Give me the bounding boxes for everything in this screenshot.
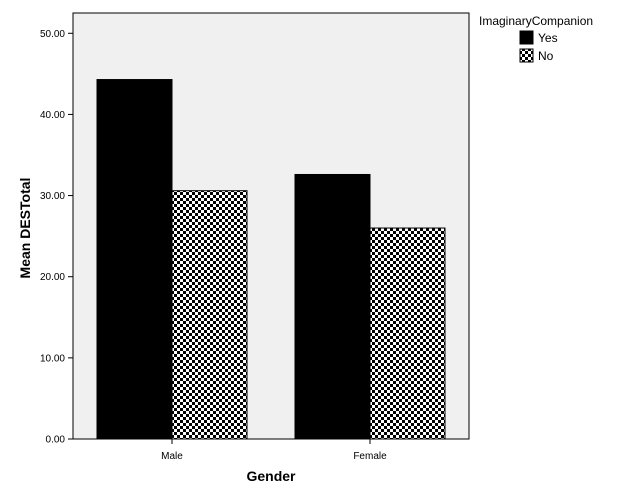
legend-swatch-no <box>519 48 534 63</box>
x-tick-label: Female <box>353 451 387 462</box>
x-axis-title: Gender <box>246 468 296 484</box>
y-tick-label: 40.00 <box>40 110 65 121</box>
bar-male-no <box>171 190 248 440</box>
x-tick-label: Male <box>161 451 183 462</box>
y-tick-label: 20.00 <box>40 272 65 283</box>
bar-female-yes <box>294 173 371 440</box>
bar-male-yes <box>96 79 173 440</box>
y-tick-label: 30.00 <box>40 191 65 202</box>
y-tick-label: 10.00 <box>40 353 65 364</box>
legend-label-yes: Yes <box>538 31 558 45</box>
legend: ImaginaryCompanion Yes No <box>479 14 593 63</box>
y-axis-title: Mean DESTotal <box>17 178 33 279</box>
y-tick-label: 0.00 <box>46 435 66 446</box>
legend-title: ImaginaryCompanion <box>479 14 593 28</box>
legend-label-no: No <box>538 49 554 63</box>
bar-female-no <box>369 227 446 440</box>
y-tick-label: 50.00 <box>40 29 65 40</box>
legend-swatch-yes <box>519 30 534 45</box>
